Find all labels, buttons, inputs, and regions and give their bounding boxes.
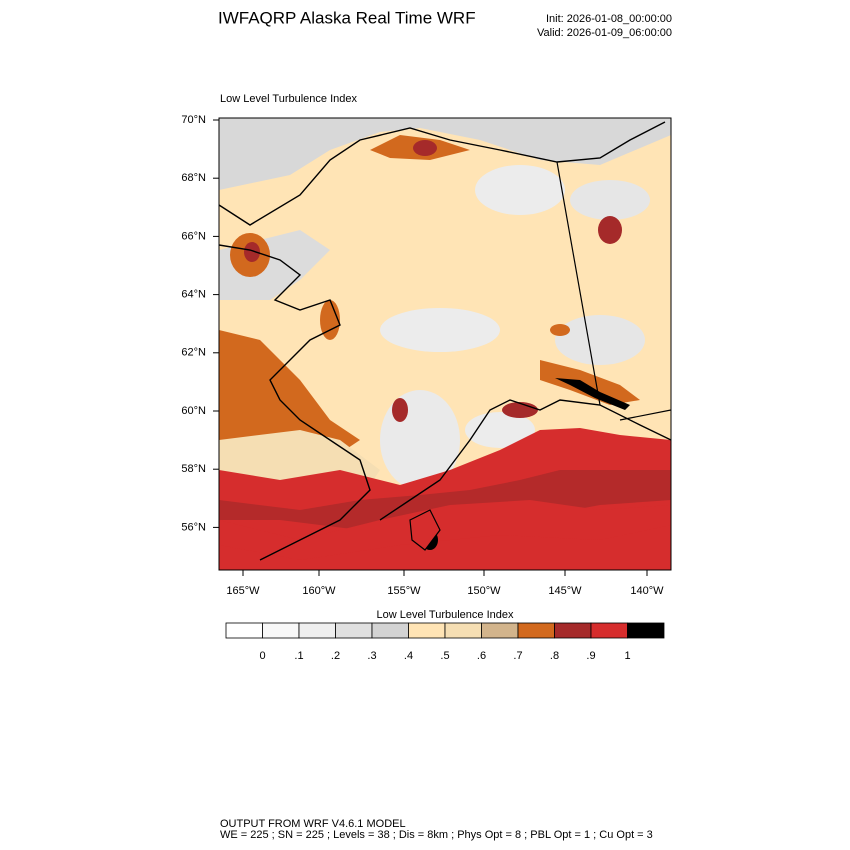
colorbar-label: .4: [404, 650, 413, 662]
longitude-label: 155°W: [387, 585, 421, 597]
colorbar-label: .7: [513, 650, 522, 662]
figure-title: IWFAQRP Alaska Real Time WRF: [218, 8, 476, 27]
init-time: Init: 2026-01-08_00:00:00: [546, 13, 672, 25]
colorbar-title: Low Level Turbulence Index: [377, 609, 514, 621]
colorbar-box: [298, 622, 336, 639]
map-frame: [218, 117, 672, 571]
colorbar-box: [444, 622, 482, 639]
colorbar-label: 1: [624, 650, 630, 662]
colorbar: 0 .1 .2 .3 .4 .5 .6 .7 .8 .9 1: [225, 622, 665, 662]
colorbar-box: [590, 622, 628, 639]
longitude-label: 140°W: [630, 585, 664, 597]
colorbar-label: .3: [367, 650, 376, 662]
latitude-label: 68°N: [181, 172, 206, 184]
longitude-label: 160°W: [302, 585, 336, 597]
colorbar-label: .2: [331, 650, 340, 662]
colorbar-box: [517, 622, 555, 639]
footer-line: OUTPUT FROM WRF V4.6.1 MODEL: [220, 818, 406, 830]
colorbar-box: [554, 622, 592, 639]
colorbar-box: [627, 622, 665, 639]
latitude-label: 56°N: [181, 521, 206, 533]
valid-time: Valid: 2026-01-09_06:00:00: [537, 27, 672, 39]
latitude-label: 64°N: [181, 289, 206, 301]
latitude-label: 70°N: [181, 114, 206, 126]
longitude-label: 150°W: [467, 585, 501, 597]
map-title: Low Level Turbulence Index: [220, 93, 357, 105]
colorbar-box: [225, 622, 263, 639]
footer-line: WE = 225 ; SN = 225 ; Levels = 38 ; Dis …: [220, 829, 653, 841]
colorbar-box: [481, 622, 519, 639]
latitude-label: 62°N: [181, 347, 206, 359]
colorbar-box: [371, 622, 409, 639]
colorbar-box: [335, 622, 373, 639]
longitude-label: 165°W: [226, 585, 260, 597]
colorbar-label: .1: [294, 650, 303, 662]
latitude-label: 58°N: [181, 463, 206, 475]
axis-labels: 70°N 68°N 66°N 64°N 62°N 60°N 58°N 56°N 165°W 160…: [181, 114, 664, 597]
colorbar-label: .9: [586, 650, 595, 662]
colorbar-label: .6: [477, 650, 486, 662]
colorbar-label: 0: [259, 650, 265, 662]
latitude-label: 66°N: [181, 230, 206, 242]
colorbar-box: [262, 622, 300, 639]
latitude-label: 60°N: [181, 405, 206, 417]
longitude-label: 145°W: [548, 585, 582, 597]
colorbar-label: .5: [440, 650, 449, 662]
colorbar-box: [408, 622, 446, 639]
map-field: [219, 118, 671, 570]
colorbar-label: .8: [550, 650, 559, 662]
